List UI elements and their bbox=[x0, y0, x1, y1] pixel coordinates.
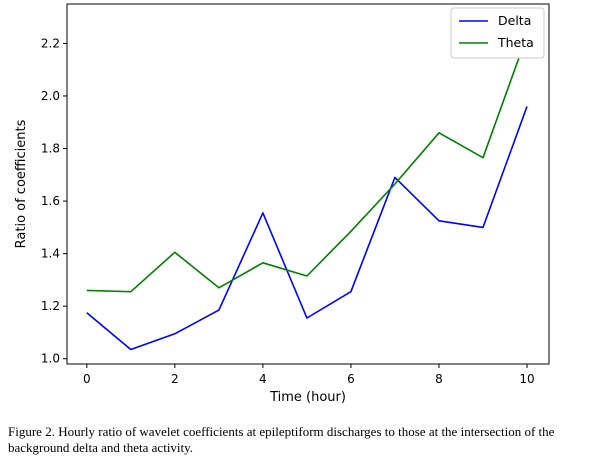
plot-frame bbox=[66, 3, 550, 365]
y-tick-label: 2.2 bbox=[41, 36, 60, 50]
legend-label-theta: Theta bbox=[497, 35, 534, 50]
x-tick-label: 0 bbox=[83, 372, 91, 386]
y-axis-label: Ratio of coefficients bbox=[14, 119, 29, 248]
x-axis-label: Time (hour) bbox=[269, 390, 346, 405]
y-tick-label: 1.6 bbox=[41, 194, 60, 208]
y-tick-label: 1.4 bbox=[41, 247, 60, 261]
legend-label-delta: Delta bbox=[498, 13, 531, 28]
x-tick-label: 8 bbox=[435, 372, 443, 386]
x-tick-label: 4 bbox=[259, 372, 267, 386]
legend: Delta Theta bbox=[450, 7, 545, 59]
y-tick-label: 2.0 bbox=[41, 89, 60, 103]
plot-lines bbox=[86, 35, 528, 351]
figure-caption: Figure 2. Hourly ratio of wavelet coeffi… bbox=[8, 424, 555, 455]
x-tick-label: 2 bbox=[171, 372, 179, 386]
line-chart: 0 2 4 6 8 10 1.0 1.2 1.4 1.6 1.8 2.0 2.2 Time (hour… bbox=[14, 3, 550, 405]
y-tick-label: 1.2 bbox=[41, 299, 60, 313]
x-tick-label: 6 bbox=[347, 372, 355, 386]
series-line-theta bbox=[86, 35, 528, 293]
x-tick-label: 10 bbox=[519, 372, 534, 386]
y-tick-label: 1.8 bbox=[41, 142, 60, 156]
y-axis: 1.0 1.2 1.4 1.6 1.8 2.0 2.2 bbox=[41, 36, 67, 366]
x-axis: 0 2 4 6 8 10 bbox=[83, 364, 535, 386]
series-line-delta bbox=[86, 106, 528, 351]
y-tick-label: 1.0 bbox=[41, 352, 60, 366]
